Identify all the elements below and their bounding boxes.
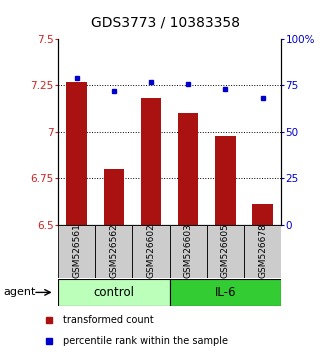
Bar <box>95 225 132 278</box>
Text: GSM526602: GSM526602 <box>147 223 156 278</box>
Bar <box>215 136 236 225</box>
Bar <box>66 82 87 225</box>
Bar <box>169 279 281 306</box>
Text: GSM526562: GSM526562 <box>109 223 118 278</box>
Text: percentile rank within the sample: percentile rank within the sample <box>63 336 228 346</box>
Text: transformed count: transformed count <box>63 315 154 325</box>
Bar <box>58 225 95 278</box>
Bar <box>141 98 161 225</box>
Text: GSM526605: GSM526605 <box>221 223 230 278</box>
Bar <box>132 225 169 278</box>
Bar <box>58 279 169 306</box>
Bar <box>253 204 273 225</box>
Bar <box>169 225 207 278</box>
Bar <box>207 225 244 278</box>
Text: GSM526603: GSM526603 <box>184 223 193 278</box>
Bar <box>178 113 199 225</box>
Text: GSM526561: GSM526561 <box>72 223 81 278</box>
Bar <box>244 225 281 278</box>
Bar <box>104 169 124 225</box>
Text: agent: agent <box>3 287 36 297</box>
Text: GDS3773 / 10383358: GDS3773 / 10383358 <box>91 16 240 30</box>
Text: GSM526678: GSM526678 <box>258 223 267 278</box>
Text: IL-6: IL-6 <box>215 286 236 299</box>
Text: control: control <box>93 286 134 299</box>
